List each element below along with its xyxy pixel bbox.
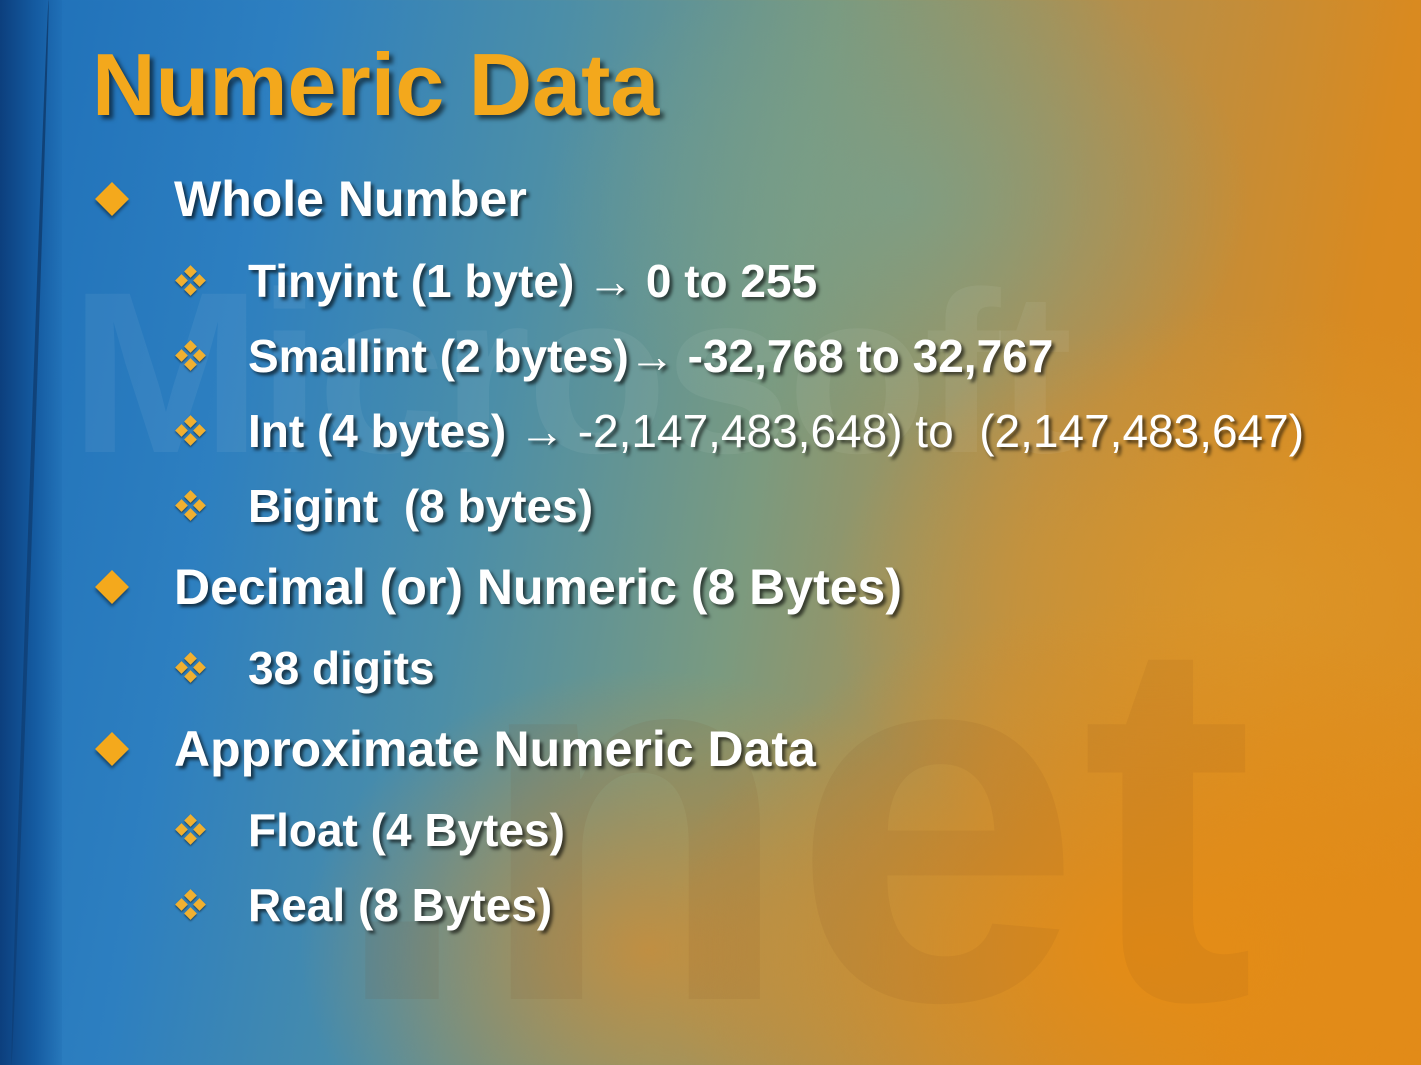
four-diamond-bullet-icon [175, 652, 206, 683]
four-diamond-bullet-icon [175, 340, 206, 371]
bullet-whole-number: Whole Number [92, 170, 527, 228]
sub-bullet-label: Smallint (2 bytes)→ -32,768 to 32,767 [248, 330, 1054, 382]
diamond-bullet-icon [95, 570, 129, 604]
sub-bullet-bigint: Bigint (8 bytes) [175, 479, 594, 533]
sub-bullet-smallint: Smallint (2 bytes)→ -32,768 to 32,767 [175, 329, 1054, 383]
bullet-label: Decimal (or) Numeric (8 Bytes) [174, 559, 903, 615]
bullet-label: Approximate Numeric Data [174, 721, 816, 777]
four-diamond-bullet-icon [175, 265, 206, 296]
sub-bullet-real: Real (8 Bytes) [175, 878, 553, 932]
slide-title: Numeric Data [92, 35, 660, 134]
sub-bullet-label: Bigint (8 bytes) [248, 480, 594, 532]
bullet-decimal-numeric: Decimal (or) Numeric (8 Bytes) [92, 558, 902, 616]
four-diamond-bullet-icon [175, 490, 206, 521]
sub-bullet-int-range: -2,147,483,648) to (2,147,483,647) [577, 405, 1305, 457]
sub-bullet-tinyint: Tinyint (1 byte) → 0 to 255 [175, 254, 818, 308]
sub-bullet-label: 38 digits [248, 642, 435, 694]
sub-bullet-label: Float (4 Bytes) [248, 804, 565, 856]
four-diamond-bullet-icon [175, 889, 206, 920]
sub-bullet-float: Float (4 Bytes) [175, 803, 565, 857]
diamond-bullet-icon [95, 732, 129, 766]
sub-bullet-int: Int (4 bytes) → -2,147,483,648) to (2,14… [175, 404, 1305, 458]
sub-bullet-label: Real (8 Bytes) [248, 879, 553, 931]
sub-bullet-38-digits: 38 digits [175, 641, 435, 695]
sub-bullet-label: Tinyint (1 byte) → 0 to 255 [248, 255, 818, 307]
sub-bullet-label: Int (4 bytes) → [248, 405, 578, 457]
bullet-label: Whole Number [174, 171, 527, 227]
four-diamond-bullet-icon [175, 415, 206, 446]
bullet-approximate-numeric: Approximate Numeric Data [92, 720, 816, 778]
diamond-bullet-icon [95, 182, 129, 216]
four-diamond-bullet-icon [175, 814, 206, 845]
